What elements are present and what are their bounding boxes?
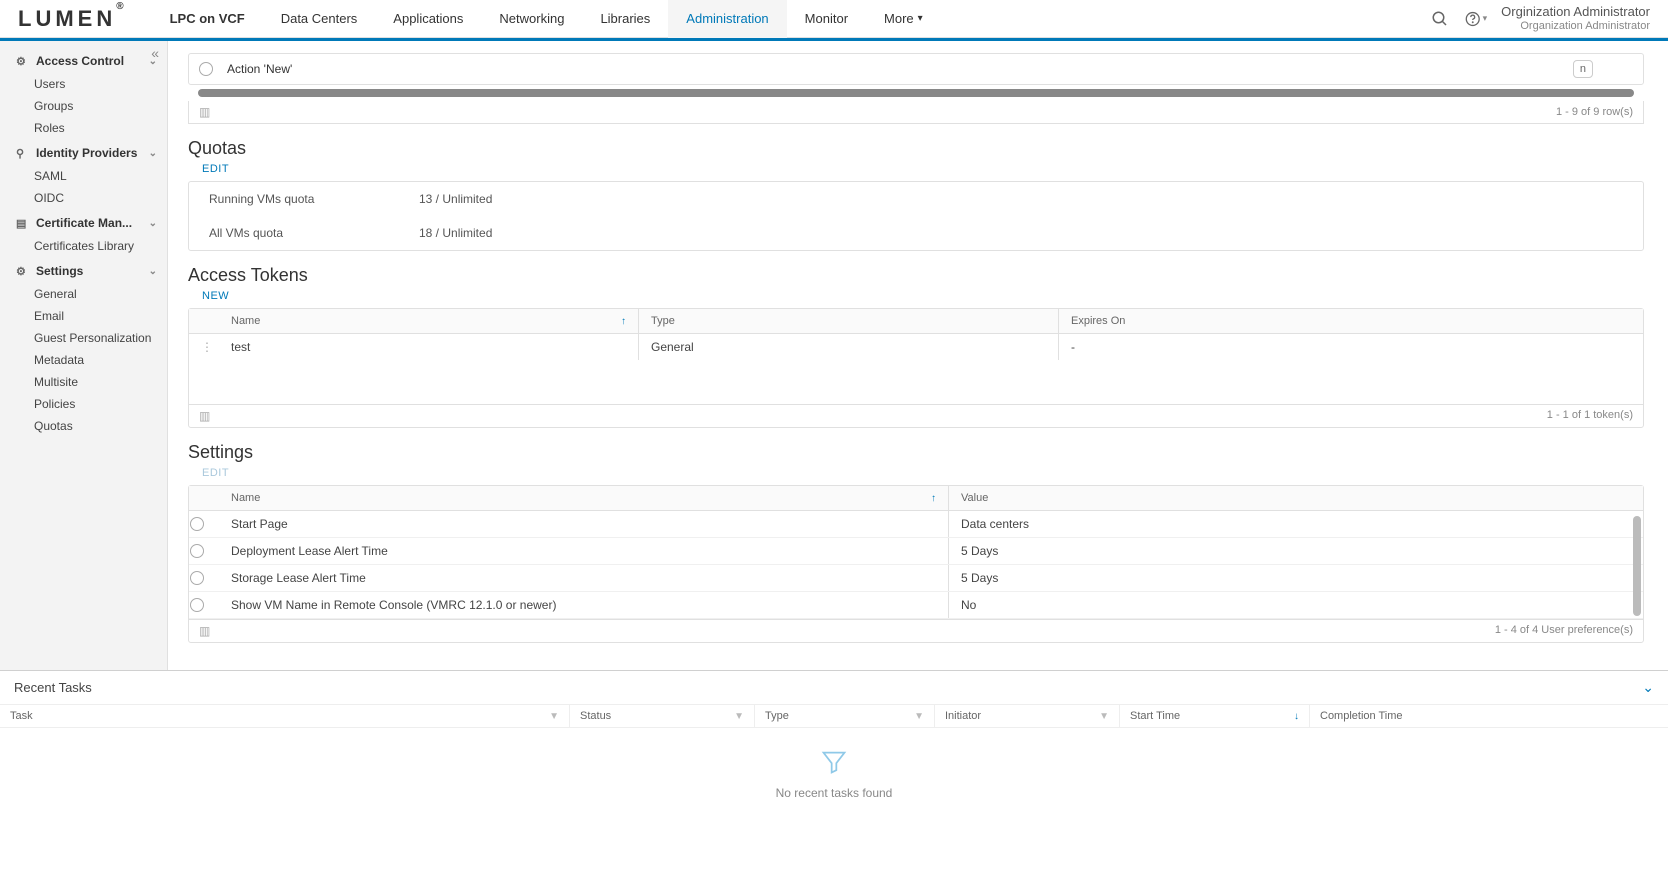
search-icon[interactable] [1429, 8, 1451, 30]
tasks-col-status[interactable]: Status▼ [570, 705, 755, 727]
nav-monitor[interactable]: Monitor [787, 0, 866, 38]
sidebar-item-saml[interactable]: SAML [0, 165, 167, 187]
tokens-header-row: Name↑ Type Expires On [189, 309, 1643, 334]
settings-row[interactable]: Deployment Lease Alert Time5 Days [189, 538, 1643, 565]
token-row[interactable]: ⋮testGeneral- [189, 334, 1643, 360]
quota-row: All VMs quota18 / Unlimited [189, 216, 1643, 250]
sidebar-item-certificates-library[interactable]: Certificates Library [0, 235, 167, 257]
action-label: Action 'New' [227, 62, 292, 76]
recent-tasks-title: Recent Tasks [14, 680, 92, 695]
row-count: 1 - 9 of 9 row(s) [1556, 106, 1633, 118]
top-nav: LPC on VCFData CentersApplicationsNetwor… [152, 0, 941, 38]
action-radio[interactable] [199, 62, 213, 76]
funnel-icon [820, 748, 848, 776]
sidebar-item-roles[interactable]: Roles [0, 117, 167, 139]
nav-applications[interactable]: Applications [375, 0, 481, 38]
horizontal-scrollbar[interactable] [198, 89, 1634, 97]
quotas-title: Quotas [188, 138, 1644, 159]
top-header: LUMEN® LPC on VCFData CentersApplication… [0, 0, 1668, 38]
tokens-new-link[interactable]: NEW [202, 290, 229, 302]
tasks-col-type[interactable]: Type▼ [755, 705, 935, 727]
sidebar-group-access-control[interactable]: ⚙Access Control⌄ [0, 49, 167, 73]
sidebar-group-identity-providers[interactable]: ⚲Identity Providers⌄ [0, 141, 167, 165]
sort-up-icon: ↑ [931, 493, 936, 504]
sidebar-item-quotas[interactable]: Quotas [0, 415, 167, 437]
nav-more[interactable]: More▾ [866, 0, 941, 38]
sidebar-item-users[interactable]: Users [0, 73, 167, 95]
recent-tasks-collapse-icon[interactable]: ⌄ [1642, 679, 1654, 696]
sidebar-group-settings[interactable]: ⚙Settings⌄ [0, 259, 167, 283]
sidebar: « ⚙Access Control⌄UsersGroupsRoles⚲Ident… [0, 41, 168, 670]
tokens-footer-count: 1 - 1 of 1 token(s) [1547, 409, 1633, 423]
sidebar-item-oidc[interactable]: OIDC [0, 187, 167, 209]
tasks-col-initiator[interactable]: Initiator▼ [935, 705, 1120, 727]
settings-header-row: Name↑ Value [189, 486, 1643, 511]
tasks-header-row: Task▼ Status▼ Type▼ Initiator▼ Start Tim… [0, 705, 1668, 728]
action-key-badge: n [1573, 60, 1593, 78]
row-radio[interactable] [190, 598, 204, 612]
action-row: Action 'New' n [188, 53, 1644, 85]
nav-libraries[interactable]: Libraries [582, 0, 668, 38]
row-menu-icon[interactable]: ⋮ [189, 334, 219, 360]
vertical-scrollbar[interactable] [1633, 516, 1641, 616]
settings-col-value[interactable]: Value [949, 486, 1643, 510]
sidebar-group-certificate-man-[interactable]: ▤Certificate Man...⌄ [0, 211, 167, 235]
logo: LUMEN® [18, 6, 128, 32]
column-toggle-icon[interactable]: ▥ [199, 624, 210, 638]
tasks-col-start[interactable]: Start Time↓ [1120, 705, 1310, 727]
quotas-table: Running VMs quota13 / UnlimitedAll VMs q… [188, 181, 1644, 251]
sidebar-item-groups[interactable]: Groups [0, 95, 167, 117]
column-toggle-icon[interactable]: ▥ [199, 105, 210, 119]
sort-up-icon: ↑ [621, 316, 626, 327]
nav-data-centers[interactable]: Data Centers [263, 0, 376, 38]
nav-lpc-on-vcf[interactable]: LPC on VCF [152, 0, 263, 38]
settings-table: Name↑ Value Start PageData centersDeploy… [188, 485, 1644, 643]
quotas-edit-link[interactable]: EDIT [202, 163, 229, 175]
tasks-col-completion[interactable]: Completion Time [1310, 705, 1668, 727]
settings-col-name[interactable]: Name↑ [219, 486, 949, 510]
filter-icon[interactable]: ▼ [1099, 711, 1109, 722]
settings-footer-count: 1 - 4 of 4 User preference(s) [1495, 624, 1633, 638]
sidebar-item-email[interactable]: Email [0, 305, 167, 327]
nav-networking[interactable]: Networking [481, 0, 582, 38]
settings-title: Settings [188, 442, 1644, 463]
sidebar-item-multisite[interactable]: Multisite [0, 371, 167, 393]
settings-row[interactable]: Start PageData centers [189, 511, 1643, 538]
tasks-empty-state: No recent tasks found [0, 728, 1668, 800]
sidebar-item-guest-personalization[interactable]: Guest Personalization [0, 327, 167, 349]
tokens-col-type[interactable]: Type [639, 309, 1059, 333]
row-radio[interactable] [190, 517, 204, 531]
filter-icon[interactable]: ▼ [549, 711, 559, 722]
row-radio[interactable] [190, 544, 204, 558]
row-radio[interactable] [190, 571, 204, 585]
sidebar-item-general[interactable]: General [0, 283, 167, 305]
settings-row[interactable]: Show VM Name in Remote Console (VMRC 12.… [189, 592, 1643, 619]
help-icon[interactable]: ▾ [1465, 8, 1487, 30]
sort-down-icon[interactable]: ↓ [1294, 711, 1299, 722]
settings-edit-link[interactable]: EDIT [202, 467, 229, 479]
nav-administration[interactable]: Administration [668, 0, 786, 38]
main-content: Action 'New' n ▥ 1 - 9 of 9 row(s) Quota… [168, 41, 1668, 670]
tokens-col-expires[interactable]: Expires On [1059, 309, 1643, 333]
filter-icon[interactable]: ▼ [734, 711, 744, 722]
quota-row: Running VMs quota13 / Unlimited [189, 182, 1643, 216]
recent-tasks-panel: Recent Tasks ⌄ Task▼ Status▼ Type▼ Initi… [0, 670, 1668, 895]
tokens-table: Name↑ Type Expires On ⋮testGeneral- ▥ 1 … [188, 308, 1644, 428]
tasks-col-task[interactable]: Task▼ [0, 705, 570, 727]
sidebar-item-metadata[interactable]: Metadata [0, 349, 167, 371]
filter-icon[interactable]: ▼ [914, 711, 924, 722]
sidebar-item-policies[interactable]: Policies [0, 393, 167, 415]
user-menu[interactable]: Orginization Administrator Organization … [1501, 4, 1650, 33]
tokens-col-name[interactable]: Name↑ [219, 309, 639, 333]
action-table-footer: ▥ 1 - 9 of 9 row(s) [188, 101, 1644, 124]
sidebar-collapse-icon[interactable]: « [151, 45, 159, 61]
settings-row[interactable]: Storage Lease Alert Time5 Days [189, 565, 1643, 592]
column-toggle-icon[interactable]: ▥ [199, 409, 210, 423]
tokens-title: Access Tokens [188, 265, 1644, 286]
